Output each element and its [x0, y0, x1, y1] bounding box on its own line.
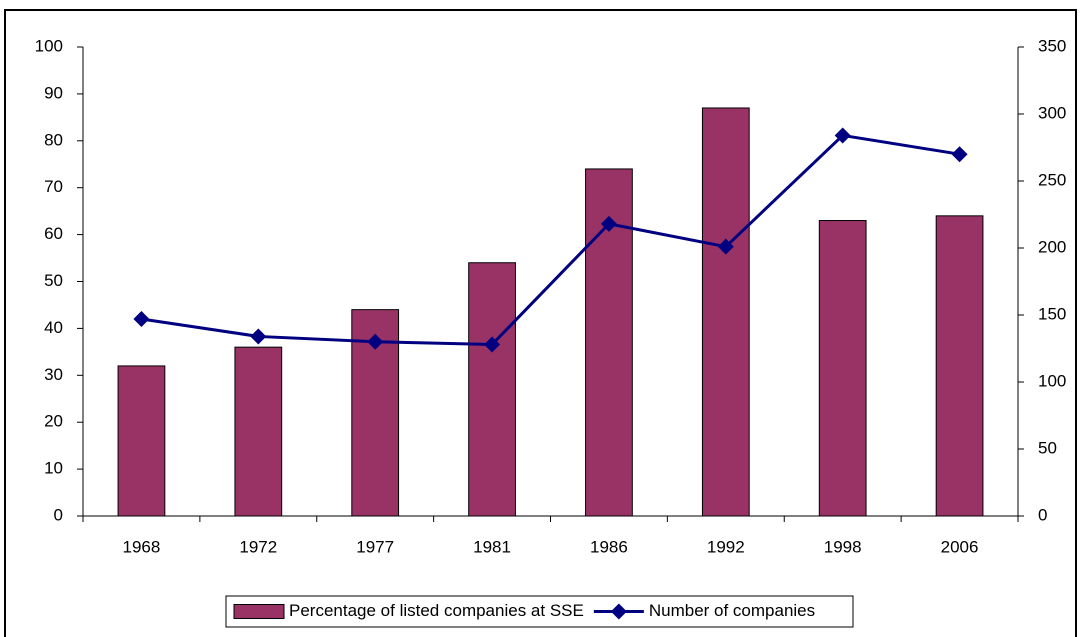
- y2-tick-label: 100: [1038, 371, 1066, 390]
- x-tick-label: 1968: [123, 537, 161, 556]
- y-tick-label: 0: [54, 505, 63, 524]
- bar: [818, 220, 867, 517]
- y-tick-label: 70: [44, 177, 63, 196]
- y2-tick-label: 200: [1038, 237, 1066, 256]
- y-tick-label: 40: [44, 318, 63, 337]
- marker: [951, 146, 968, 163]
- legend-label: Percentage of listed companies at SSE: [289, 601, 584, 620]
- x-tick-label: 1998: [824, 537, 862, 556]
- marker: [484, 336, 501, 353]
- line: [141, 133, 960, 346]
- y-tick-label: 50: [44, 271, 63, 290]
- x-tick-label: 1986: [590, 537, 628, 556]
- legend-box: [225, 595, 854, 628]
- y2-tick-label: 250: [1038, 170, 1066, 189]
- x-tick-label: 2006: [941, 537, 979, 556]
- marker: [133, 311, 150, 328]
- x-tick-label: 1977: [356, 537, 394, 556]
- legend-label: Number of companies: [649, 601, 815, 620]
- x-tick-label: 1992: [707, 537, 745, 556]
- y-tick-label: 100: [35, 36, 63, 55]
- marker: [367, 333, 384, 350]
- legend-swatch: [233, 604, 285, 619]
- y2-tick-label: 50: [1038, 438, 1057, 457]
- chart-frame: [4, 9, 1077, 637]
- y2-tick-label: 350: [1038, 36, 1066, 55]
- bar: [935, 215, 984, 517]
- bar: [234, 346, 283, 517]
- y-tick-label: 60: [44, 224, 63, 243]
- y-tick-label: 30: [44, 365, 63, 384]
- x-tick-label: 1981: [473, 537, 511, 556]
- marker: [717, 238, 734, 255]
- y2-tick-label: 300: [1038, 103, 1066, 122]
- marker: [834, 127, 851, 144]
- legend-marker: [610, 603, 627, 620]
- x-tick-label: 1972: [239, 537, 277, 556]
- y2-tick-label: 0: [1038, 505, 1047, 524]
- y-tick-label: 20: [44, 412, 63, 431]
- bar: [701, 107, 750, 517]
- y-tick-label: 80: [44, 130, 63, 149]
- y-tick-label: 90: [44, 83, 63, 102]
- marker: [250, 328, 267, 345]
- y-tick-label: 10: [44, 459, 63, 478]
- bar: [468, 262, 516, 517]
- marker: [600, 215, 617, 232]
- y2-tick-label: 150: [1038, 304, 1066, 323]
- bar: [117, 365, 166, 517]
